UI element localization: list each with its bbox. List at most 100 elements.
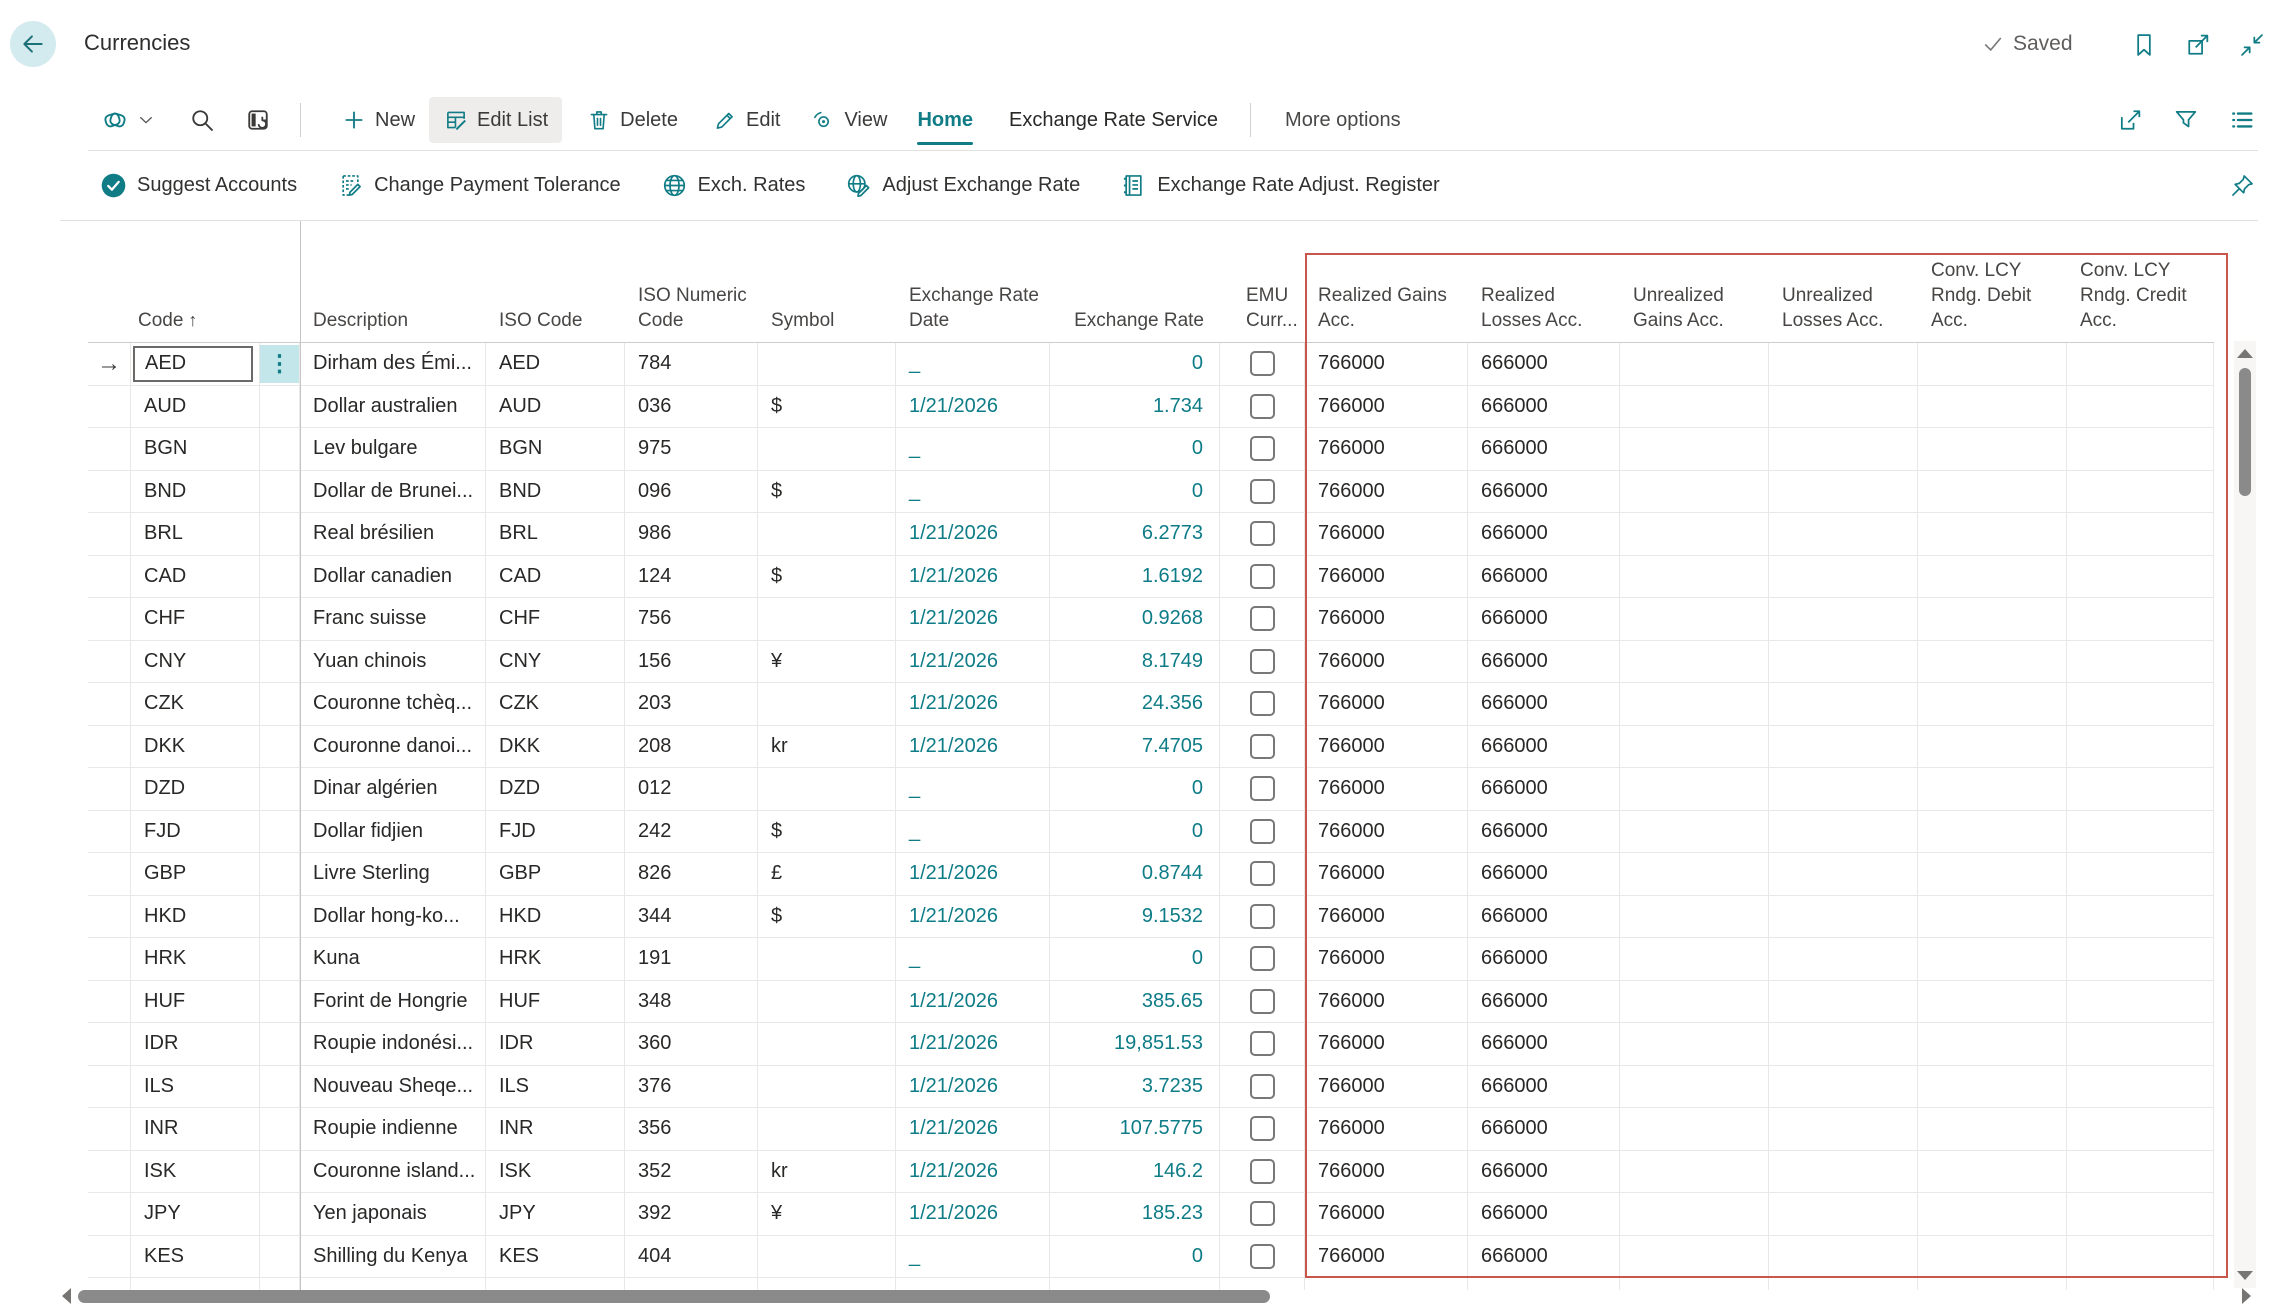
cell-emu[interactable]: [1220, 683, 1305, 725]
cell-unrealized_losses[interactable]: [1769, 768, 1918, 810]
cell-realized_losses[interactable]: 666000: [1468, 428, 1620, 470]
cell-realized_gains[interactable]: 766000: [1305, 385, 1468, 427]
cell-rate_date[interactable]: _: [896, 428, 1050, 470]
column-header-emu[interactable]: EMU Curr...: [1246, 285, 1298, 331]
cell-rate[interactable]: 146.2: [1050, 1150, 1220, 1192]
cell-iso_numeric[interactable]: 826: [625, 853, 758, 895]
cell-opts[interactable]: [260, 1193, 300, 1235]
emu-currency-checkbox[interactable]: [1249, 648, 1275, 674]
cell-iso_numeric[interactable]: 203: [625, 683, 758, 725]
emu-currency-checkbox[interactable]: [1249, 1073, 1275, 1099]
cell-iso_code[interactable]: CNY: [486, 640, 625, 682]
cell-realized_losses[interactable]: 666000: [1468, 1023, 1620, 1065]
cell-unrealized_losses[interactable]: [1769, 428, 1918, 470]
cell-unrealized_losses[interactable]: [1769, 1108, 1918, 1150]
cell-realized_losses[interactable]: 666000: [1468, 938, 1620, 980]
scroll-right-arrow[interactable]: [2242, 1288, 2251, 1304]
cell-description[interactable]: Yuan chinois: [300, 640, 486, 682]
cell-code[interactable]: CAD: [130, 555, 260, 597]
cell-symbol[interactable]: [758, 1235, 896, 1277]
cell-description[interactable]: Shilling du Kenya: [300, 1235, 486, 1277]
cell-unrealized_gains[interactable]: [1620, 895, 1769, 937]
cell-rate[interactable]: 0: [1050, 810, 1220, 852]
cell-opts[interactable]: [260, 385, 300, 427]
cell-realized_losses[interactable]: 666000: [1468, 385, 1620, 427]
exchange-rate-adjust-register-button[interactable]: Exchange Rate Adjust. Register: [1120, 172, 1440, 199]
cell-rate[interactable]: 185.23: [1050, 1193, 1220, 1235]
cell-iso_code[interactable]: BGN: [486, 428, 625, 470]
cell-rate_date[interactable]: 1/21/2026: [896, 513, 1050, 555]
cell-description[interactable]: Lev bulgare: [300, 428, 486, 470]
cell-iso_code[interactable]: BRL: [486, 513, 625, 555]
cell-iso_numeric[interactable]: 344: [625, 895, 758, 937]
column-header-code[interactable]: Code ↑: [138, 310, 198, 331]
cell-emu[interactable]: [1220, 1150, 1305, 1192]
cell-opts[interactable]: [260, 810, 300, 852]
cell-unrealized_gains[interactable]: [1620, 853, 1769, 895]
cell-rate[interactable]: 0: [1050, 428, 1220, 470]
cell-symbol[interactable]: $: [758, 555, 896, 597]
cell-conv_credit[interactable]: [2067, 1023, 2214, 1065]
cell-iso_code[interactable]: AED: [486, 343, 625, 385]
cell-code[interactable]: DKK: [130, 725, 260, 767]
cell-description[interactable]: Couronne island...: [300, 1150, 486, 1192]
cell-realized_gains[interactable]: 766000: [1305, 980, 1468, 1022]
cell-rate[interactable]: 0: [1050, 470, 1220, 512]
column-header-iso_numeric[interactable]: ISO Numeric Code: [638, 285, 747, 331]
cell-description[interactable]: Dollar canadien: [300, 555, 486, 597]
cell-realized_losses[interactable]: 666000: [1468, 470, 1620, 512]
emu-currency-checkbox[interactable]: [1249, 478, 1275, 504]
cell-realized_losses[interactable]: 666000: [1468, 810, 1620, 852]
emu-currency-checkbox[interactable]: [1249, 606, 1275, 632]
cell-conv_debit[interactable]: [1918, 1065, 2067, 1107]
cell-opts[interactable]: [260, 598, 300, 640]
cell-rate[interactable]: 1.6192: [1050, 555, 1220, 597]
delete-button[interactable]: Delete: [586, 107, 678, 133]
cell-code[interactable]: CNY: [130, 640, 260, 682]
emu-currency-checkbox[interactable]: [1249, 903, 1275, 929]
cell-iso_numeric[interactable]: 191: [625, 938, 758, 980]
cell-iso_numeric[interactable]: 124: [625, 555, 758, 597]
row-options-button[interactable]: ⋮: [260, 345, 299, 383]
cell-emu[interactable]: [1220, 640, 1305, 682]
cell-conv_debit[interactable]: [1918, 470, 2067, 512]
emu-currency-checkbox[interactable]: [1249, 1116, 1275, 1142]
cell-iso_numeric[interactable]: 352: [625, 1150, 758, 1192]
cell-unrealized_gains[interactable]: [1620, 513, 1769, 555]
choose-columns-icon[interactable]: [2228, 106, 2256, 134]
cell-unrealized_gains[interactable]: [1620, 725, 1769, 767]
more-options-button[interactable]: More options: [1285, 109, 1401, 132]
cell-unrealized_gains[interactable]: [1620, 640, 1769, 682]
cell-iso_numeric[interactable]: 986: [625, 513, 758, 555]
cell-rate[interactable]: 385.65: [1050, 980, 1220, 1022]
cell-conv_credit[interactable]: [2067, 980, 2214, 1022]
cell-rate_date[interactable]: _: [896, 1235, 1050, 1277]
cell-symbol[interactable]: [758, 598, 896, 640]
cell-realized_losses[interactable]: 666000: [1468, 1235, 1620, 1277]
cell-iso_code[interactable]: DZD: [486, 768, 625, 810]
cell-rate_date[interactable]: _: [896, 343, 1050, 385]
cell-rate_date[interactable]: 1/21/2026: [896, 1023, 1050, 1065]
cell-unrealized_losses[interactable]: [1769, 853, 1918, 895]
cell-realized_losses[interactable]: 666000: [1468, 555, 1620, 597]
cell-unrealized_losses[interactable]: [1769, 1065, 1918, 1107]
cell-description[interactable]: Dinar algérien: [300, 768, 486, 810]
cell-iso_numeric[interactable]: 012: [625, 768, 758, 810]
cell-description[interactable]: Couronne danoi...: [300, 725, 486, 767]
cell-emu[interactable]: [1220, 598, 1305, 640]
cell-opts[interactable]: [260, 1235, 300, 1277]
cell-realized_gains[interactable]: 766000: [1305, 683, 1468, 725]
cell-code[interactable]: ILS: [130, 1065, 260, 1107]
cell-conv_debit[interactable]: [1918, 725, 2067, 767]
cell-rate[interactable]: 0: [1050, 343, 1220, 385]
cell-conv_debit[interactable]: [1918, 640, 2067, 682]
cell-rate[interactable]: 8.1749: [1050, 640, 1220, 682]
cell-iso_code[interactable]: ISK: [486, 1150, 625, 1192]
cell-rate[interactable]: 7.4705: [1050, 725, 1220, 767]
cell-unrealized_losses[interactable]: [1769, 810, 1918, 852]
cell-iso_code[interactable]: FJD: [486, 810, 625, 852]
vertical-scrollbar[interactable]: [2234, 341, 2256, 1288]
cell-description[interactable]: Livre Sterling: [300, 853, 486, 895]
scroll-down-arrow[interactable]: [2237, 1271, 2253, 1280]
analysis-mode-button[interactable]: [244, 106, 272, 134]
